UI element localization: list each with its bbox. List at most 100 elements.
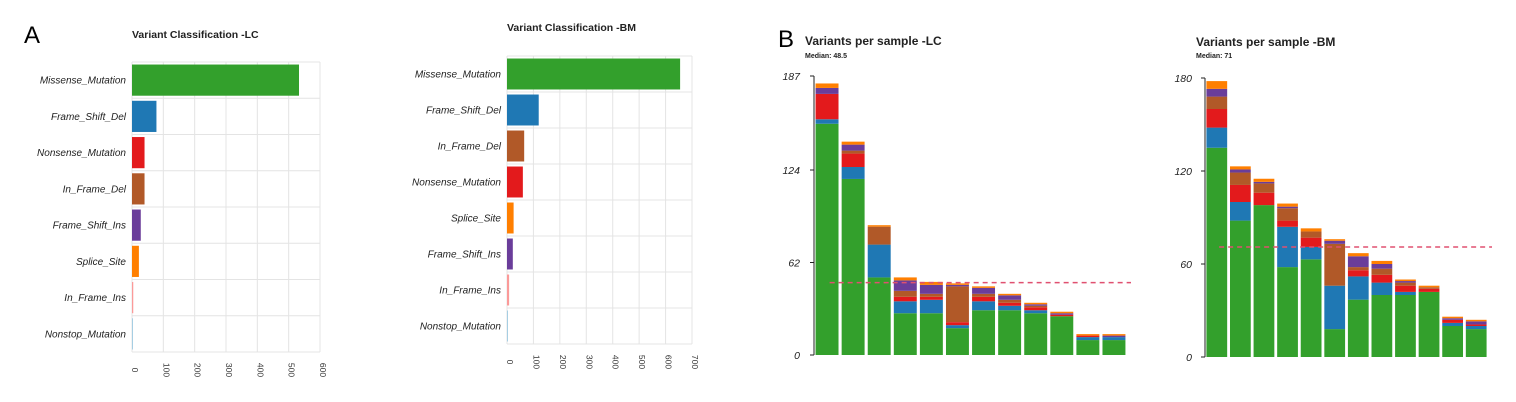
bar-segment-missense-mutation: [1347, 299, 1369, 357]
variant-classification-chart-1: Variant Classification -LC Missense_Mutat…: [37, 29, 328, 377]
bar-segment-splice-site: [1442, 316, 1464, 319]
x-tick-label: 200: [193, 363, 203, 377]
chart-subtitle: Median: 48.5: [805, 53, 847, 60]
bar-segment-missense-mutation: [1253, 205, 1275, 357]
bar-segment-missense-mutation: [972, 310, 996, 355]
bar-segment-nonsense-mutation: [1371, 274, 1393, 283]
x-tick-label: 700: [690, 355, 700, 369]
bar-missense-mutation: [507, 58, 681, 90]
bar-segment-missense-mutation: [1395, 295, 1416, 357]
y-tick-label: 62: [788, 257, 800, 269]
bar-segment-frame-shift-del: [972, 301, 996, 311]
x-tick-label: 600: [664, 355, 674, 369]
bar-segment-splice-site: [1076, 334, 1100, 336]
bar-segment-in-frame-del: [998, 299, 1022, 303]
bar-segment-in-frame-del: [972, 293, 996, 297]
x-tick-label: 0: [130, 368, 140, 373]
category-label: In_Frame_Del: [438, 142, 502, 153]
bar-segment-frame-shift-ins: [1442, 318, 1464, 320]
bar-segment-nonsense-mutation: [1253, 192, 1275, 206]
bar-segment-frame-shift-ins: [972, 287, 996, 294]
bar-segment-splice-site: [1324, 239, 1346, 241]
bar-segment-frame-shift-ins: [1253, 181, 1275, 184]
bar-segment-missense-mutation: [1442, 326, 1464, 357]
bar-segment-frame-shift-ins: [919, 284, 943, 294]
bar-segment-frame-shift-del: [1300, 246, 1322, 260]
bar-segment-frame-shift-ins: [815, 87, 839, 94]
bar-segment-splice-site: [1229, 166, 1251, 170]
bar-segment-splice-site: [945, 283, 969, 285]
chart-title: Variants per sample -LC: [805, 34, 942, 48]
bar-segment-missense-mutation: [893, 313, 917, 355]
variants-per-sample-chart-2: Variants per sample -BM Median: 71 0 60 120 1…: [1174, 35, 1492, 364]
bar-segment-frame-shift-del: [1347, 276, 1369, 300]
bar-segment-splice-site: [1347, 253, 1369, 257]
bar-segment-frame-shift-ins: [893, 280, 917, 291]
bar-segment-missense-mutation: [919, 313, 943, 355]
bar-segment-nonsense-mutation: [998, 302, 1022, 306]
bar-segment-nonsense-mutation: [1277, 220, 1298, 227]
variant-classification-chart-2: Variant Classification -BM Missense_Mutat…: [412, 22, 700, 369]
y-tick-label: 0: [1186, 352, 1192, 364]
bar-segment-nonsense-mutation: [1418, 288, 1440, 292]
bar-segment-frame-shift-ins: [1024, 304, 1048, 306]
bar-segment-splice-site: [1418, 285, 1440, 288]
bar-segment-in-frame-del: [1300, 231, 1322, 238]
bar-segment-frame-shift-ins: [1324, 240, 1346, 244]
bar-segment-splice-site: [998, 293, 1022, 296]
bar-in-frame-ins: [507, 274, 510, 306]
bar-segment-frame-shift-del: [1465, 326, 1487, 330]
bar-segment-frame-shift-ins: [1229, 169, 1251, 173]
category-label: Nonsense_Mutation: [37, 148, 126, 159]
bar-segment-missense-mutation: [1102, 340, 1126, 355]
x-tick-label: 400: [611, 355, 621, 369]
bar-segment-frame-shift-del: [1395, 291, 1416, 295]
x-tick-label: 200: [558, 355, 568, 369]
bar-segment-nonsense-mutation: [893, 296, 917, 302]
panel-label-a: A: [24, 22, 41, 49]
bar-segment-splice-site: [1102, 334, 1126, 336]
bar-segment-frame-shift-ins: [1277, 206, 1298, 209]
bar-segment-frame-shift-ins: [1206, 88, 1228, 97]
bar-segment-missense-mutation: [1371, 295, 1393, 357]
bar-segment-frame-shift-del: [1277, 226, 1298, 268]
bar-segment-nonsense-mutation: [1395, 285, 1416, 292]
category-label: Missense_Mutation: [415, 70, 502, 81]
bar-segment-missense-mutation: [1300, 259, 1322, 357]
bar-segment-splice-site: [1024, 302, 1048, 305]
bar-segment-frame-shift-del: [841, 167, 865, 179]
y-tick-label: 187: [782, 71, 801, 83]
category-label: Splice_Site: [76, 257, 126, 268]
bar-segment-splice-site: [1206, 81, 1228, 89]
bar-segment-in-frame-del: [919, 293, 943, 297]
bar-frame-shift-ins: [507, 238, 513, 270]
bar-segment-splice-site: [1253, 178, 1275, 182]
bar-segment-missense-mutation: [841, 178, 865, 355]
bar-segment-in-frame-del: [893, 290, 917, 297]
bar-segment-splice-site: [1465, 319, 1487, 322]
bar-segment-frame-shift-ins: [945, 284, 969, 287]
bar-segment-frame-shift-del: [893, 301, 917, 314]
bar-segment-nonsense-mutation: [841, 153, 865, 168]
bar-segment-in-frame-del: [945, 286, 969, 323]
chart-subtitle: Median: 71: [1196, 53, 1232, 60]
bar-frame-shift-del: [507, 94, 539, 126]
y-tick-label: 180: [1174, 73, 1192, 85]
bar-nonsense-mutation: [507, 166, 523, 198]
bar-segment-frame-shift-del: [1324, 285, 1346, 330]
panel-label-b: B: [778, 26, 795, 53]
bar-segment-frame-shift-del: [945, 325, 969, 329]
bar-frame-shift-ins: [132, 209, 141, 241]
y-tick-label: 120: [1174, 166, 1192, 178]
bar-in-frame-ins: [132, 282, 134, 314]
bar-segment-nonsense-mutation: [1024, 307, 1048, 311]
bar-segment-nonsense-mutation: [1347, 270, 1369, 277]
bar-frame-shift-del: [132, 100, 157, 132]
y-tick-label: 124: [782, 165, 800, 177]
bar-segment-splice-site: [1395, 279, 1416, 282]
bar-segment-missense-mutation: [1206, 147, 1228, 357]
x-tick-label: 400: [255, 363, 265, 377]
category-label: Frame_Shift_Ins: [428, 250, 501, 261]
bar-segment-frame-shift-del: [1102, 337, 1126, 341]
bar-segment-missense-mutation: [1277, 267, 1298, 357]
